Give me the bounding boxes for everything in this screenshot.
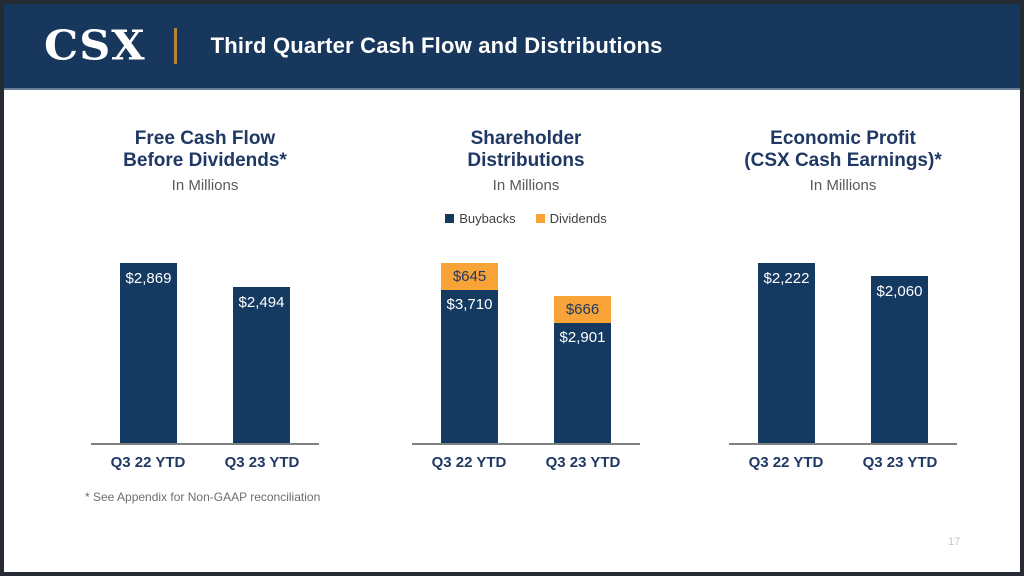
chart-title-line: Before Dividends* <box>123 150 287 171</box>
bars-group: $2,869 $2,494 <box>91 262 319 443</box>
page-number: 17 <box>948 536 961 548</box>
legend-entry-dividends: Dividends <box>535 211 607 226</box>
chart-title: Economic Profit (CSX Cash Earnings)* In … <box>693 128 993 197</box>
legend-label: Dividends <box>549 211 607 226</box>
bar-value-label: $3,710 <box>446 295 493 313</box>
category-label-q3-22-ytd: Q3 22 YTD <box>110 454 186 471</box>
buybacks-swatch-icon <box>445 214 455 223</box>
legend-entry-buybacks: Buybacks <box>445 211 516 226</box>
chart-legend: Buybacks Dividends <box>376 211 676 226</box>
plot-area: $2,869 $2,494 Q3 22 YTD Q3 23 YTD <box>91 262 319 471</box>
plot-area: $2,222 $2,060 Q3 22 YTD Q3 23 YTD <box>729 262 957 471</box>
plot-area: $645 $3,710 $666 $2,901 Q3 22 YTD Q3 23 YTD <box>412 262 640 471</box>
bar-segment-dividends: $645 <box>441 263 498 290</box>
bar-q3-22-ytd: $645 $3,710 <box>441 263 498 443</box>
chart-subtitle: In Millions <box>809 177 877 194</box>
slide-title: Third Quarter Cash Flow and Distribution… <box>210 33 663 58</box>
bar-value-label: $666 <box>565 300 600 318</box>
chart-economic-profit: Economic Profit (CSX Cash Earnings)* In … <box>693 90 993 572</box>
bar-q3-23-ytd: $2,060 <box>871 276 928 443</box>
chart-free-cash-flow: Free Cash Flow Before Dividends* In Mill… <box>55 90 355 572</box>
bar-q3-23-ytd: $2,494 <box>233 286 290 443</box>
bar-value-label: $2,494 <box>238 293 285 311</box>
header-divider <box>173 28 177 64</box>
chart-subtitle: In Millions <box>492 177 560 194</box>
bar-value-label: $2,901 <box>559 329 606 347</box>
bar-q3-22-ytd: $2,869 <box>120 263 177 443</box>
x-axis-line <box>729 443 957 445</box>
category-label-q3-22-ytd: Q3 22 YTD <box>431 454 507 471</box>
bars-group: $2,222 $2,060 <box>729 262 957 443</box>
x-axis-line <box>412 443 640 445</box>
x-axis-line <box>91 443 319 445</box>
chart-subtitle: In Millions <box>171 177 239 194</box>
bar-segment-dividends: $666 <box>554 295 611 324</box>
category-labels: Q3 22 YTD Q3 23 YTD <box>91 454 319 471</box>
bar-value-label: $2,869 <box>125 270 172 287</box>
chart-title: Free Cash Flow Before Dividends* In Mill… <box>55 128 355 197</box>
bar-value-label: $2,222 <box>763 270 810 287</box>
category-label-q3-23-ytd: Q3 23 YTD <box>545 454 621 471</box>
category-labels: Q3 22 YTD Q3 23 YTD <box>729 454 957 471</box>
bars-group: $645 $3,710 $666 $2,901 <box>412 262 640 443</box>
chart-title-line: Free Cash Flow <box>134 128 276 149</box>
slide-content: Free Cash Flow Before Dividends* In Mill… <box>4 90 1020 572</box>
csx-logo: CSX <box>44 21 146 70</box>
category-label-q3-22-ytd: Q3 22 YTD <box>748 454 824 471</box>
chart-title-line: Shareholder <box>470 128 582 149</box>
bar-value-label: $645 <box>452 267 487 285</box>
bar-segment-buybacks: $2,901 <box>554 323 611 443</box>
bar-value-label: $2,060 <box>876 283 923 301</box>
footnote: * See Appendix for Non-GAAP reconciliati… <box>85 490 321 504</box>
header-bar: CSX Third Quarter Cash Flow and Distribu… <box>4 4 1020 90</box>
bar-segment-buybacks: $3,710 <box>441 289 498 443</box>
bar-q3-23-ytd: $666 $2,901 <box>554 295 611 443</box>
dividends-swatch-icon <box>535 214 545 223</box>
chart-title-line: (CSX Cash Earnings)* <box>744 150 942 171</box>
chart-title: Shareholder Distributions In Millions <box>376 128 676 197</box>
chart-shareholder-distributions: Shareholder Distributions In Millions Bu… <box>376 90 676 572</box>
legend-label: Buybacks <box>459 211 516 226</box>
bar-q3-22-ytd: $2,222 <box>758 263 815 443</box>
category-label-q3-23-ytd: Q3 23 YTD <box>224 454 300 471</box>
category-label-q3-23-ytd: Q3 23 YTD <box>862 454 938 471</box>
category-labels: Q3 22 YTD Q3 23 YTD <box>412 454 640 471</box>
chart-title-line: Economic Profit <box>770 128 916 149</box>
chart-title-line: Distributions <box>467 150 585 171</box>
